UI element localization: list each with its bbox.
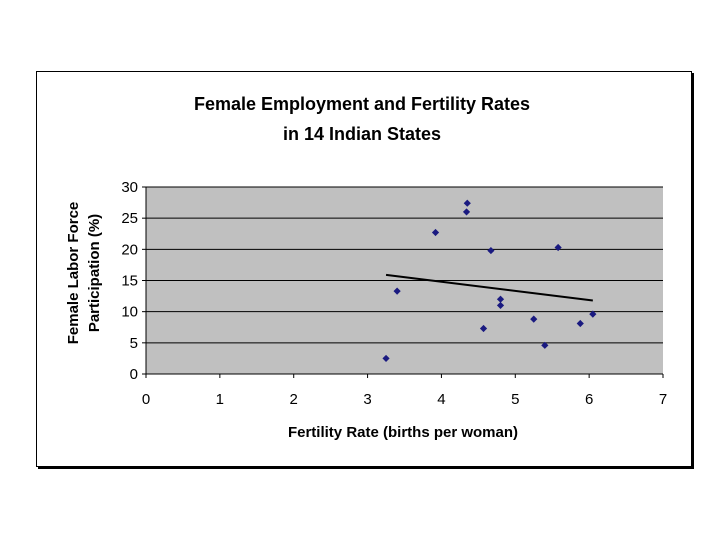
data-point-4 xyxy=(463,199,471,207)
chart-title-line-2: in 14 Indian States xyxy=(283,124,441,144)
data-point-1 xyxy=(382,354,390,363)
trendline xyxy=(385,273,593,302)
data-point-2 xyxy=(393,287,401,295)
y-tick-label-20: 20 xyxy=(121,241,138,258)
y-tick-label-15: 15 xyxy=(121,273,138,290)
y-tick-label-5: 5 xyxy=(130,335,138,352)
y-tick-label-25: 25 xyxy=(121,210,138,227)
data-point-8 xyxy=(496,295,505,303)
data-point-12 xyxy=(554,243,562,252)
x-tick-label-0: 0 xyxy=(142,391,150,408)
data-point-10 xyxy=(530,315,538,323)
x-tick-label-1: 1 xyxy=(216,391,224,408)
x-tick-label-7: 7 xyxy=(659,391,667,408)
data-point-14 xyxy=(589,310,597,318)
data-point-5 xyxy=(462,208,471,216)
data-point-6 xyxy=(479,324,488,333)
x-tick-label-3: 3 xyxy=(363,391,371,408)
x-tick-label-4: 4 xyxy=(437,391,445,408)
x-tick-label-6: 6 xyxy=(585,391,593,408)
y-tick-label-10: 10 xyxy=(121,304,138,321)
y-axis-label-line-1: Female Labor Force xyxy=(65,202,82,345)
y-tick-label-30: 30 xyxy=(121,179,138,196)
x-tick-label-5: 5 xyxy=(511,391,519,408)
y-axis-label-line-2: Participation (%) xyxy=(86,214,103,332)
chart-title-line-1: Female Employment and Fertility Rates xyxy=(194,94,530,114)
data-point-7 xyxy=(487,246,495,255)
x-tick-label-2: 2 xyxy=(290,391,298,408)
y-tick-label-0: 0 xyxy=(130,366,138,383)
data-point-11 xyxy=(541,341,549,349)
data-point-9 xyxy=(496,301,505,310)
data-point-13 xyxy=(576,319,584,328)
data-point-3 xyxy=(431,228,440,237)
x-axis-label: Fertility Rate (births per woman) xyxy=(288,424,518,441)
